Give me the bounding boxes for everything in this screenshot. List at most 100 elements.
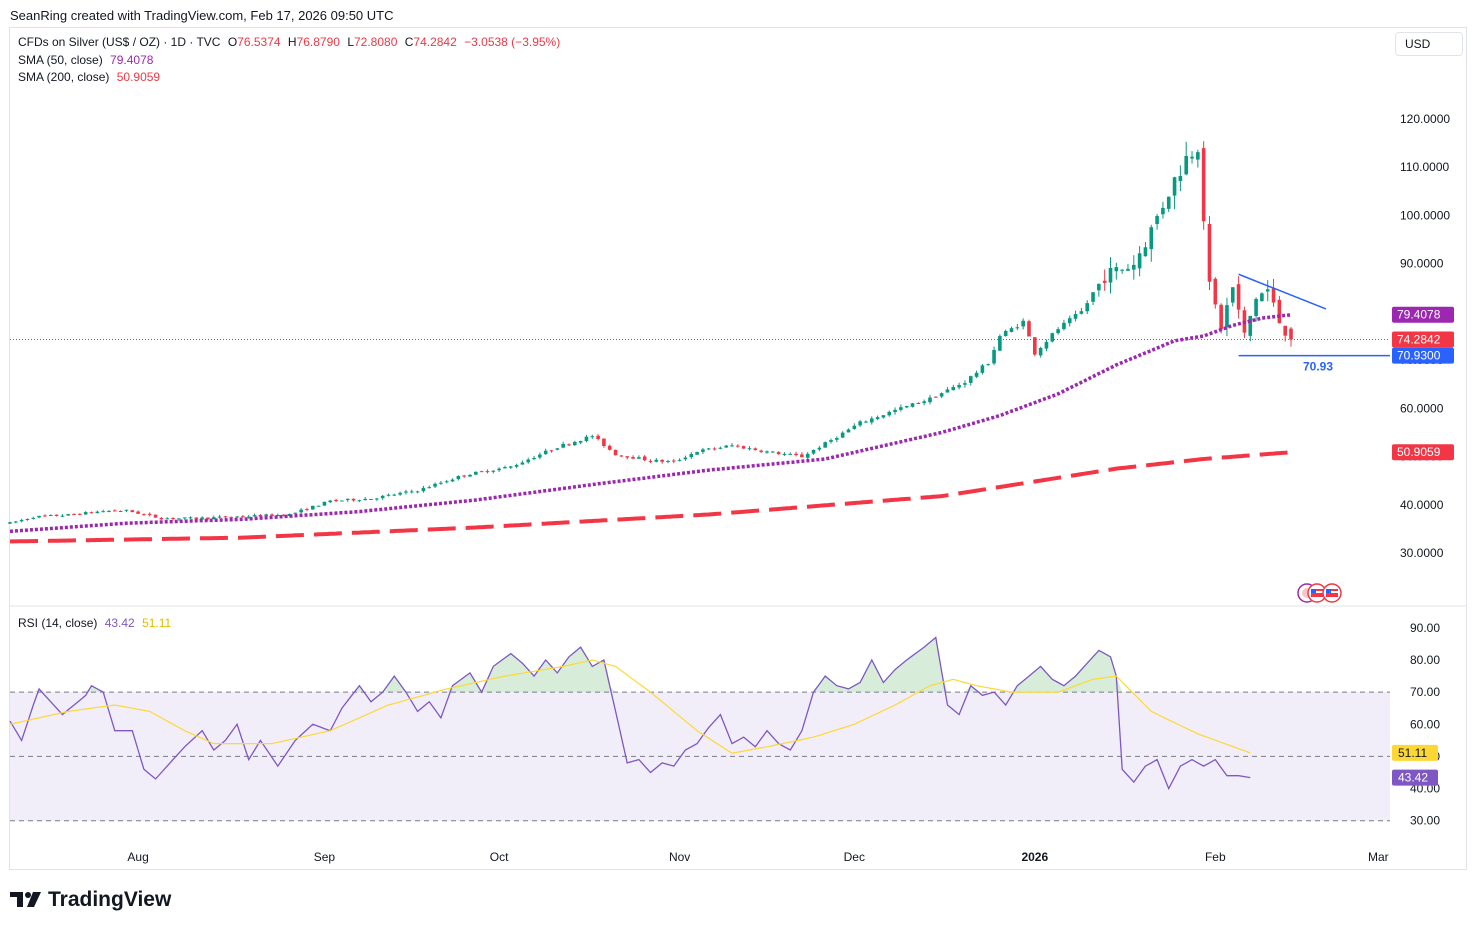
tradingview-logo[interactable]: TradingView <box>10 888 171 912</box>
us-flag-icon[interactable] <box>1322 583 1342 603</box>
candle[interactable] <box>147 512 152 517</box>
candle[interactable] <box>642 455 647 462</box>
candle[interactable] <box>322 501 327 506</box>
candle[interactable] <box>95 510 100 514</box>
symbol-title[interactable]: CFDs on Silver (US$ / OZ) · 1D · TVC <box>18 35 221 49</box>
candle[interactable] <box>1085 300 1090 315</box>
candle[interactable] <box>671 458 676 464</box>
price-scale-label[interactable]: 70.9300 <box>1392 347 1454 364</box>
candle[interactable] <box>19 518 24 523</box>
candle[interactable] <box>916 402 921 405</box>
candle[interactable] <box>677 458 682 462</box>
candle[interactable] <box>1021 318 1025 330</box>
sma50-legend[interactable]: SMA (50, close) 79.4078 <box>18 53 157 67</box>
candle[interactable] <box>619 455 624 458</box>
candle[interactable] <box>37 515 41 519</box>
candle[interactable] <box>607 444 612 451</box>
candle[interactable] <box>951 384 956 391</box>
candle[interactable] <box>1283 325 1287 342</box>
candle[interactable] <box>54 514 59 517</box>
candle[interactable] <box>1038 346 1043 358</box>
sma200-line[interactable] <box>9 450 1292 544</box>
candle[interactable] <box>1033 337 1037 357</box>
candle[interactable] <box>1009 326 1014 333</box>
candle[interactable] <box>561 441 565 449</box>
price-scale-label[interactable]: 79.4078 <box>1392 306 1454 323</box>
candle[interactable] <box>1108 257 1113 294</box>
candle[interactable] <box>910 402 915 408</box>
candle[interactable] <box>666 459 670 464</box>
candle[interactable] <box>654 457 659 463</box>
candle[interactable] <box>252 513 257 517</box>
candle[interactable] <box>1126 264 1130 271</box>
candle[interactable] <box>130 509 135 513</box>
candle[interactable] <box>78 513 82 516</box>
candle[interactable] <box>1015 324 1020 330</box>
candle[interactable] <box>998 334 1002 351</box>
candle[interactable] <box>1120 268 1124 274</box>
candle[interactable] <box>526 457 531 464</box>
candle[interactable] <box>782 452 787 456</box>
candle[interactable] <box>246 514 251 519</box>
candle[interactable] <box>345 498 350 502</box>
candle[interactable] <box>229 516 234 518</box>
candle[interactable] <box>1097 283 1101 297</box>
candle[interactable] <box>316 505 321 507</box>
candle[interactable] <box>683 455 688 461</box>
candle[interactable] <box>159 516 164 520</box>
candle[interactable] <box>573 440 577 446</box>
candle[interactable] <box>1027 319 1031 337</box>
candle[interactable] <box>1271 278 1276 307</box>
candle[interactable] <box>817 445 822 452</box>
candle[interactable] <box>974 370 979 379</box>
candle[interactable] <box>1003 329 1008 337</box>
candle[interactable] <box>474 471 478 476</box>
candle[interactable] <box>468 474 472 477</box>
candle[interactable] <box>380 495 385 500</box>
candle[interactable] <box>48 514 53 517</box>
candle[interactable] <box>1073 310 1078 322</box>
candle[interactable] <box>264 513 269 517</box>
candle[interactable] <box>83 511 88 515</box>
candle[interactable] <box>555 448 560 451</box>
candle[interactable] <box>241 514 245 518</box>
candle[interactable] <box>107 510 111 513</box>
candle[interactable] <box>869 416 874 425</box>
candle[interactable] <box>113 509 117 512</box>
candle[interactable] <box>351 498 356 502</box>
candle[interactable] <box>136 510 140 515</box>
candle[interactable] <box>281 514 286 517</box>
candle[interactable] <box>177 518 181 521</box>
candle[interactable] <box>211 515 216 520</box>
candle[interactable] <box>922 399 926 406</box>
candle[interactable] <box>479 470 484 473</box>
rsi-legend[interactable]: RSI (14, close) 43.42 51.11 <box>18 616 175 630</box>
candle[interactable] <box>980 364 985 375</box>
candle[interactable] <box>770 450 775 453</box>
price-scale-label[interactable]: 74.2842 <box>1392 331 1454 348</box>
candle[interactable] <box>992 346 996 366</box>
candle[interactable] <box>433 482 437 489</box>
candle[interactable] <box>398 491 402 496</box>
candle[interactable] <box>928 394 932 405</box>
candle[interactable] <box>439 480 443 485</box>
candle[interactable] <box>963 380 967 388</box>
candle[interactable] <box>334 498 338 503</box>
candle[interactable] <box>404 489 408 495</box>
candle[interactable] <box>800 452 804 458</box>
candle[interactable] <box>864 420 868 424</box>
candle[interactable] <box>858 419 862 428</box>
candle[interactable] <box>491 470 496 474</box>
candle[interactable] <box>421 485 426 493</box>
candle[interactable] <box>310 505 315 510</box>
candle[interactable] <box>375 498 379 501</box>
candle[interactable] <box>43 514 47 517</box>
candle[interactable] <box>718 446 723 450</box>
rsi-scale-label[interactable]: 51.11 <box>1392 744 1438 761</box>
candle[interactable] <box>1079 307 1084 315</box>
candle[interactable] <box>747 446 752 451</box>
candle[interactable] <box>182 517 187 520</box>
candle[interactable] <box>823 441 827 448</box>
candle[interactable] <box>736 444 740 448</box>
candle[interactable] <box>968 375 973 386</box>
